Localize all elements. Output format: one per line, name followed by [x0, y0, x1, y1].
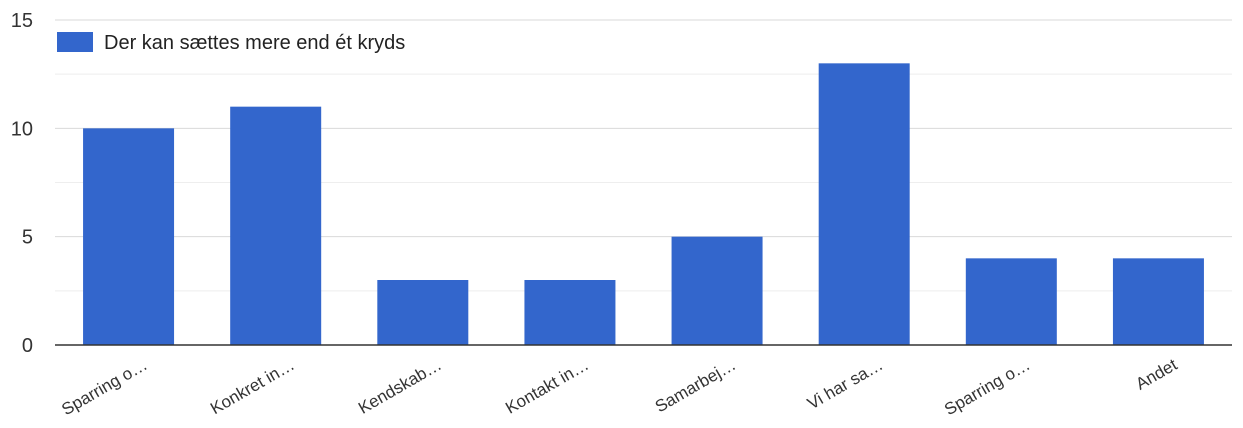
y-tick-label: 10	[11, 118, 33, 140]
x-tick-label: Andet	[1132, 355, 1180, 394]
bars	[83, 63, 1204, 346]
x-tick-label: Samarbej…	[652, 355, 739, 416]
bar	[377, 280, 469, 345]
x-tick-label: Kontakt in…	[502, 355, 592, 418]
x-tick-label: Sparring o…	[941, 355, 1033, 419]
bar	[965, 258, 1057, 345]
bar	[671, 236, 763, 345]
x-tick-label: Vi har sa…	[804, 355, 886, 413]
bar	[230, 106, 322, 346]
bar	[818, 63, 910, 345]
bar	[524, 280, 616, 345]
legend-label: Der kan sættes mere end ét kryds	[104, 32, 405, 54]
x-tick-label: Kendskab…	[355, 355, 445, 418]
y-tick-label: 0	[22, 335, 33, 357]
bar	[1112, 258, 1204, 345]
bar	[83, 128, 175, 345]
y-tick-label: 15	[11, 10, 33, 32]
y-tick-label: 5	[22, 227, 33, 249]
x-tick-label: Sparring o…	[58, 355, 150, 419]
x-tick-label: Konkret in…	[207, 355, 298, 418]
legend: Der kan sættes mere end ét kryds	[57, 32, 405, 54]
y-axis-ticks: 0 5 10 15	[11, 10, 33, 357]
legend-swatch	[57, 32, 93, 52]
x-axis-labels: Sparring o… Konkret in… Kendskab… Kontakt i…	[58, 355, 1180, 419]
